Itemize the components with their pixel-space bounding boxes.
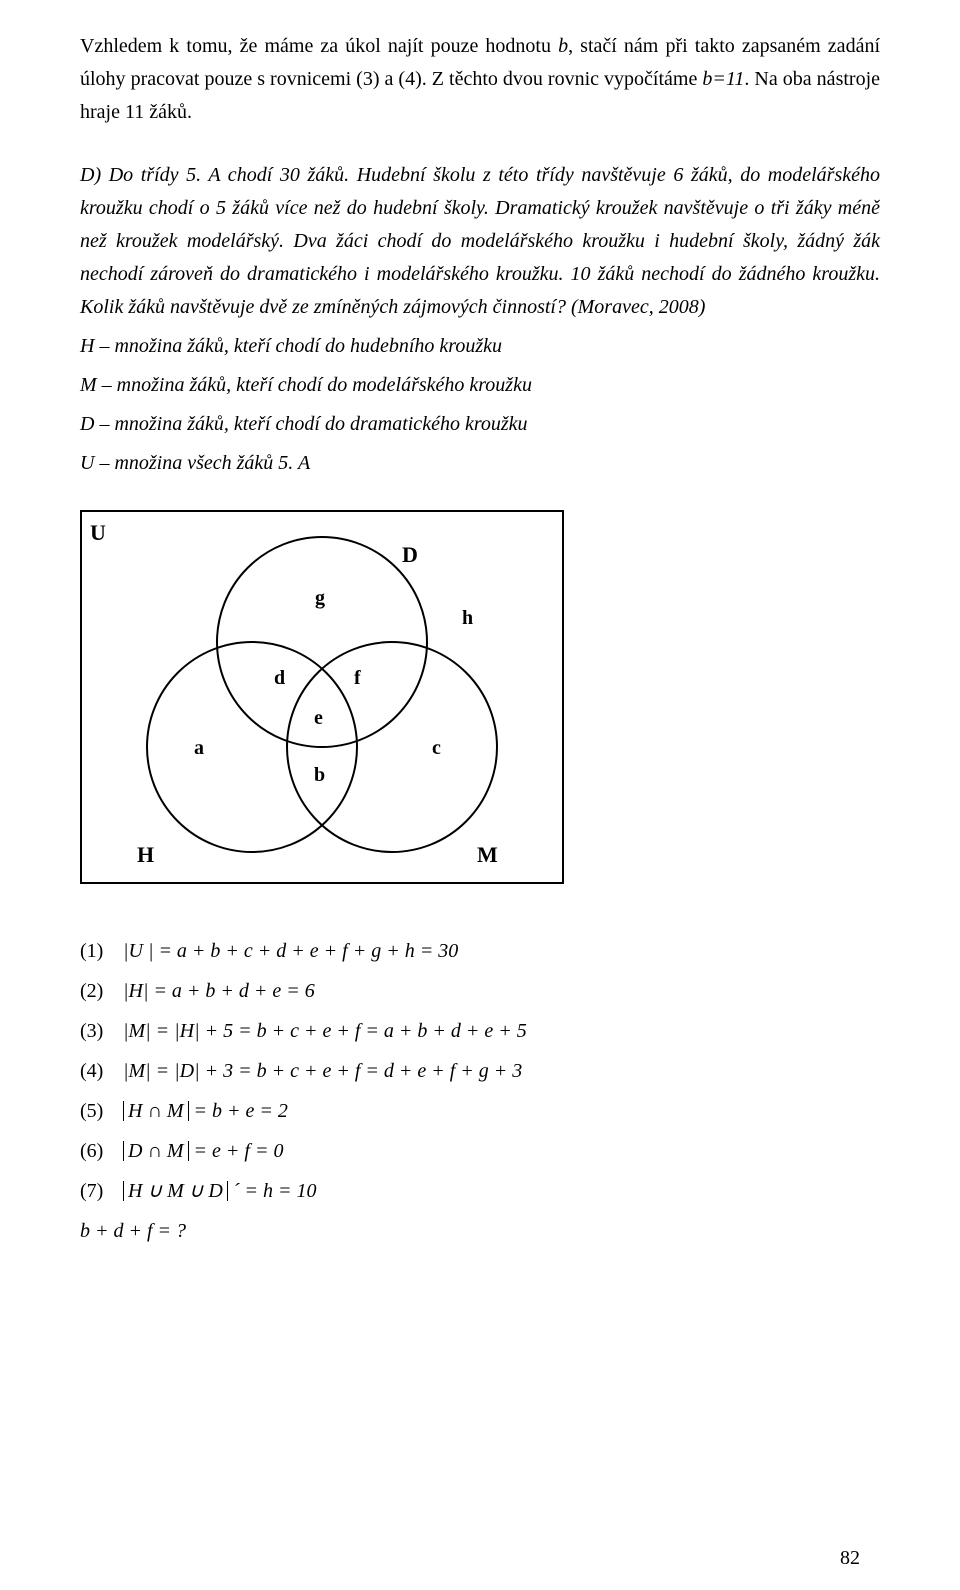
region-d: d [274, 667, 285, 690]
paragraph-1: Vzhledem k tomu, že máme za úkol najít p… [80, 30, 880, 129]
question-line: b + d + f = ? [80, 1214, 880, 1248]
eq-5: (5) H ∩ M = b + e = 2 [80, 1094, 880, 1128]
p1-d: b=11 [702, 68, 744, 90]
eq-4: (4) |M| = |D| + 3 = b + c + e + f = d + … [80, 1054, 880, 1088]
eq4-text: |M| = |D| + 3 = b + c + e + f = d + e + … [123, 1060, 522, 1082]
page-container: Vzhledem k tomu, že máme za úkol najít p… [0, 0, 960, 1590]
eq6-rest: = e + f = 0 [189, 1140, 284, 1162]
region-h: h [462, 607, 473, 630]
legend-d: D – množina žáků, kteří chodí do dramati… [80, 408, 880, 441]
region-b: b [314, 764, 325, 787]
eq2-lbl: (2) [80, 974, 118, 1008]
eq-2: (2) |H| = a + b + d + e = 6 [80, 974, 880, 1008]
eq1-lbl: (1) [80, 934, 118, 968]
eq2-text: |H| = a + b + d + e = 6 [123, 980, 315, 1002]
label-d: D [402, 542, 418, 568]
venn-svg [82, 512, 562, 882]
spacer [80, 135, 880, 153]
venn-diagram: U D H M g h d f e a b c [80, 510, 880, 884]
eq-6: (6) D ∩ M = e + f = 0 [80, 1134, 880, 1168]
region-f: f [354, 667, 361, 690]
legend-h: H – množina žáků, kteří chodí do hudební… [80, 330, 880, 363]
region-a: a [194, 737, 204, 760]
eq5-rest: = b + e = 2 [189, 1100, 288, 1122]
p1-b: b [558, 35, 568, 57]
legend-m: M – množina žáků, kteří chodí do modelář… [80, 369, 880, 402]
eq7-lbl: (7) [80, 1174, 118, 1208]
eq3-text: |M| = |H| + 5 = b + c + e + f = a + b + … [123, 1020, 527, 1042]
equations-block: (1) |U | = a + b + c + d + e + f + g + h… [80, 934, 880, 1248]
eq-1: (1) |U | = a + b + c + d + e + f + g + h… [80, 934, 880, 968]
page-number: 82 [840, 1547, 860, 1570]
eq6-inner: D ∩ M [123, 1141, 189, 1161]
eq-3: (3) |M| = |H| + 5 = b + c + e + f = a + … [80, 1014, 880, 1048]
eq-7: (7) H ∪ M ∪ D ´ = h = 10 [80, 1174, 880, 1208]
label-u: U [90, 520, 106, 546]
eq3-lbl: (3) [80, 1014, 118, 1048]
region-c: c [432, 737, 441, 760]
eq4-lbl: (4) [80, 1054, 118, 1088]
label-h: H [137, 842, 154, 868]
eq5-inner: H ∩ M [123, 1101, 189, 1121]
eq6-lbl: (6) [80, 1134, 118, 1168]
diagram-frame: U D H M g h d f e a b c [80, 510, 564, 884]
region-g: g [315, 587, 325, 610]
eq5-lbl: (5) [80, 1094, 118, 1128]
paragraph-2: D) Do třídy 5. A chodí 30 žáků. Hudební … [80, 159, 880, 324]
eq7-rest: ´ = h = 10 [228, 1180, 317, 1202]
region-e: e [314, 707, 323, 730]
p1-a: Vzhledem k tomu, že máme za úkol najít p… [80, 35, 558, 57]
eq7-inner: H ∪ M ∪ D [123, 1181, 228, 1201]
label-m: M [477, 842, 498, 868]
eq1-text: |U | = a + b + c + d + e + f + g + h = 3… [123, 940, 458, 962]
legend-u: U – množina všech žáků 5. A [80, 447, 880, 480]
